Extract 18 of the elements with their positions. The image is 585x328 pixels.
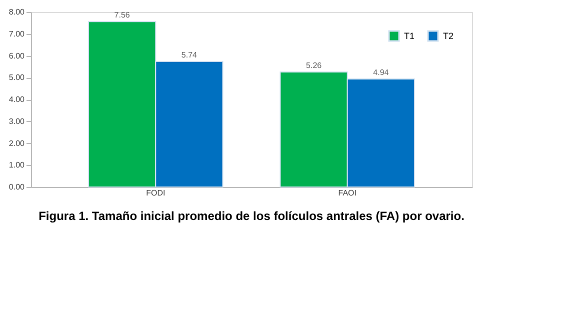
y-tick-label: 1.00 <box>8 160 26 170</box>
y-tick-label: 8.00 <box>8 8 26 16</box>
y-tick-label: 0.00 <box>8 182 26 192</box>
y-tick-label: 3.00 <box>8 116 26 126</box>
data-label: 7.56 <box>114 10 130 20</box>
x-tick-label: FODI <box>146 188 166 198</box>
y-tick-label: 7.00 <box>8 29 26 38</box>
data-label: 4.94 <box>373 68 390 77</box>
legend-label: T1 <box>404 31 415 41</box>
data-label: 5.26 <box>306 60 322 70</box>
text: Figura 1. Tamaño inicial promedio de los folículos antrales (FA) por ovario. <box>38 209 464 223</box>
y-tick-label: 6.00 <box>8 51 26 60</box>
x-tick-label: FAOI <box>338 188 356 198</box>
legend-label: T2 <box>443 31 454 41</box>
y-tick-label: 5.00 <box>8 73 26 82</box>
data-label: 5.74 <box>181 50 198 60</box>
y-tick-label: 4.00 <box>8 95 26 104</box>
y-tick-label: 2.00 <box>8 138 26 148</box>
